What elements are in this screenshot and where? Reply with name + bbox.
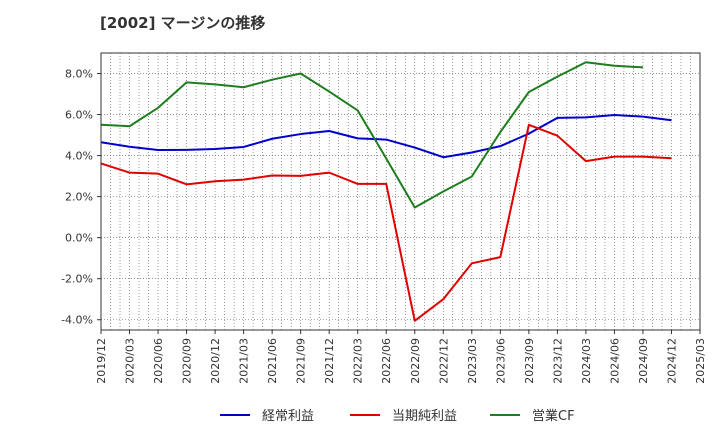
x-tick-label: 2020/06 [152, 338, 165, 384]
series-line [100, 113, 672, 159]
x-tick-label: 2024/12 [665, 338, 678, 384]
x-tick-label: 2022/09 [409, 338, 422, 384]
x-tick-label: 2021/06 [266, 338, 279, 384]
x-tick-label: 2024/06 [608, 338, 621, 384]
x-tick-label: 2020/12 [209, 338, 222, 384]
x-tick-label: 2022/03 [352, 338, 365, 384]
x-tick-label: 2024/09 [637, 338, 650, 384]
series-line [100, 61, 644, 209]
x-tick-label: 2020/03 [124, 338, 137, 384]
x-tick-label: 2025/03 [694, 338, 707, 384]
x-tick-label: 2023/12 [551, 338, 564, 384]
series-line [100, 123, 672, 322]
x-tick-label: 2021/03 [238, 338, 251, 384]
y-axis-ticks: -4.0% -2.0% 0.0% 2.0% 4.0% 6.0% 8.0% [61, 68, 101, 327]
plot-frame [100, 52, 701, 331]
x-axis-ticks: 2019/12 2020/03 2020/06 2020/09 2020/12 2021/… [95, 330, 707, 384]
x-tick-label: 2020/09 [181, 338, 194, 384]
y-tick-label: 6.0% [65, 109, 93, 122]
x-tick-label: 2023/03 [466, 338, 479, 384]
y-tick-label: 8.0% [65, 68, 93, 81]
y-tick-label: -4.0% [61, 314, 93, 327]
x-tick-label: 2022/12 [437, 338, 450, 384]
legend-label: 営業CF [532, 408, 575, 424]
x-tick-label: 2019/12 [95, 338, 108, 384]
legend-label: 当期純利益 [392, 409, 457, 424]
y-tick-label: 4.0% [65, 150, 93, 163]
y-tick-label: 2.0% [65, 191, 93, 204]
chart-title: [2002] マージンの推移 [100, 14, 266, 32]
y-tick-label: 0.0% [65, 232, 93, 245]
x-tick-label: 2023/09 [523, 338, 536, 384]
y-tick-label: -2.0% [61, 273, 93, 286]
legend: 経常利益 当期純利益 営業CF [220, 408, 575, 424]
x-tick-label: 2021/09 [295, 338, 308, 384]
x-tick-label: 2023/06 [494, 338, 507, 384]
x-tick-label: 2022/06 [380, 338, 393, 384]
grid [100, 53, 701, 330]
legend-label: 経常利益 [262, 409, 314, 424]
x-tick-label: 2024/03 [580, 338, 593, 384]
x-tick-label: 2021/12 [323, 338, 336, 384]
series-lines [100, 61, 672, 322]
